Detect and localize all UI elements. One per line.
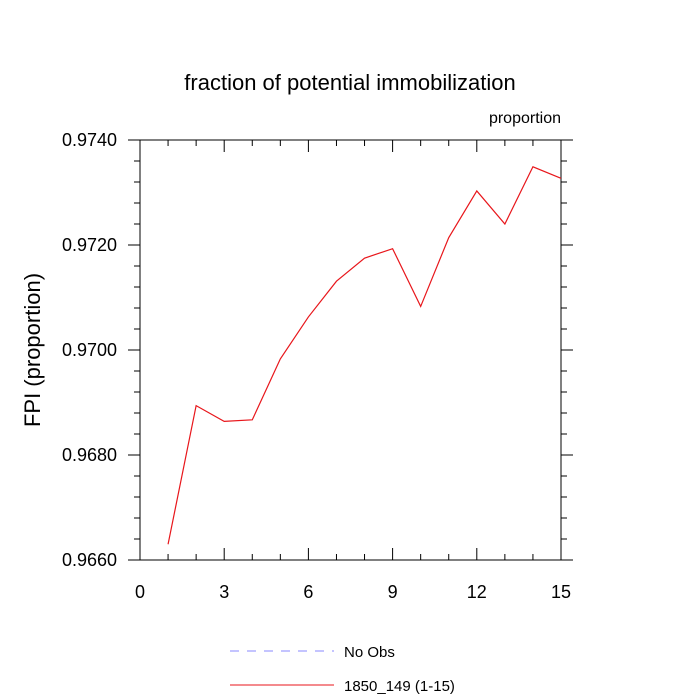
x-tick-label: 12 [467,582,487,602]
x-tick-label: 0 [135,582,145,602]
y-tick-label: 0.9720 [62,235,117,255]
series-line-0 [167,166,562,545]
legend-label: No Obs [344,644,395,661]
x-tick-label: 15 [551,582,571,602]
y-tick-label: 0.9680 [62,445,117,465]
chart-title: fraction of potential immobilization [184,70,515,95]
y-tick-label: 0.9740 [62,130,117,150]
y-axis-label: FPI (proportion) [20,273,45,427]
x-tick-label: 3 [219,582,229,602]
x-tick-label: 6 [303,582,313,602]
plot-frame [139,139,562,561]
units-label: proportion [489,110,561,127]
x-tick-label: 9 [388,582,398,602]
y-tick-label: 0.9700 [62,340,117,360]
legend-label: 1850_149 (1-15) [344,678,455,695]
y-tick-label: 0.9660 [62,550,117,570]
